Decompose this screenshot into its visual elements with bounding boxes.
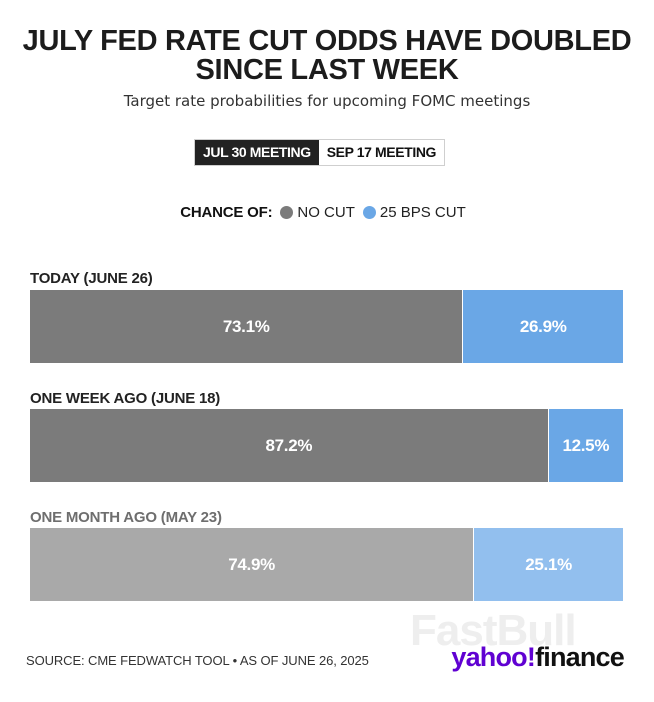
- legend-title: CHANCE OF:: [180, 204, 273, 221]
- row-label-one-month-ago: ONE MONTH AGO (MAY 23): [30, 509, 222, 526]
- bar-segment-no-cut: 73.1%: [30, 290, 464, 363]
- meeting-tabs: JUL 30 MEETING SEP 17 MEETING: [194, 139, 446, 166]
- legend-25-bps-cut-dot-icon: [362, 206, 376, 219]
- bar-row-one-month-ago: 74.9% 25.1%: [30, 528, 623, 601]
- tab-jul-30-meeting[interactable]: JUL 30 MEETING: [195, 140, 319, 165]
- bar-row-today: 73.1% 26.9%: [30, 290, 623, 363]
- logo-yahoo-text: yahoo!: [451, 642, 536, 672]
- bar-segment-no-cut: 87.2%: [30, 409, 549, 482]
- bar-segment-25-bps-cut: 26.9%: [463, 290, 623, 363]
- bar-segment-25-bps-cut: 12.5%: [548, 409, 623, 482]
- bar-segment-25-bps-cut: 25.1%: [474, 528, 623, 601]
- row-label-one-week-ago: ONE WEEK AGO (JUNE 18): [30, 390, 221, 407]
- chart-title-line-2: SINCE LAST WEEK: [195, 54, 459, 86]
- bar-segment-no-cut: 74.9%: [30, 528, 475, 601]
- legend-no-cut-dot-icon: [280, 206, 294, 219]
- yahoo-finance-logo: yahoo!finance: [451, 642, 624, 673]
- legend-item-no-cut: NO CUT: [280, 204, 355, 221]
- legend-25-bps-cut-label: 25 BPS CUT: [379, 204, 466, 221]
- tab-sep-17-meeting[interactable]: SEP 17 MEETING: [318, 140, 445, 165]
- chart-title: JULY FED RATE CUT ODDS HAVE DOUBLED SINC…: [0, 27, 654, 85]
- row-label-today: TODAY (JUNE 26): [30, 270, 153, 287]
- legend-item-25-bps-cut: 25 BPS CUT: [362, 204, 466, 221]
- chart-subtitle: Target rate probabilities for upcoming F…: [123, 92, 531, 110]
- chart-title-line-1: JULY FED RATE CUT ODDS HAVE DOUBLED: [22, 25, 632, 57]
- fastbull-watermark: FastBull: [410, 606, 577, 655]
- legend-no-cut-label: NO CUT: [297, 204, 355, 221]
- logo-finance-text: finance: [535, 642, 625, 672]
- bar-row-one-week-ago: 87.2% 12.5%: [30, 409, 623, 482]
- chart-legend: CHANCE OF: NO CUT 25 BPS CUT: [0, 204, 654, 221]
- source-note: SOURCE: CME FEDWATCH TOOL • AS OF JUNE 2…: [26, 653, 369, 668]
